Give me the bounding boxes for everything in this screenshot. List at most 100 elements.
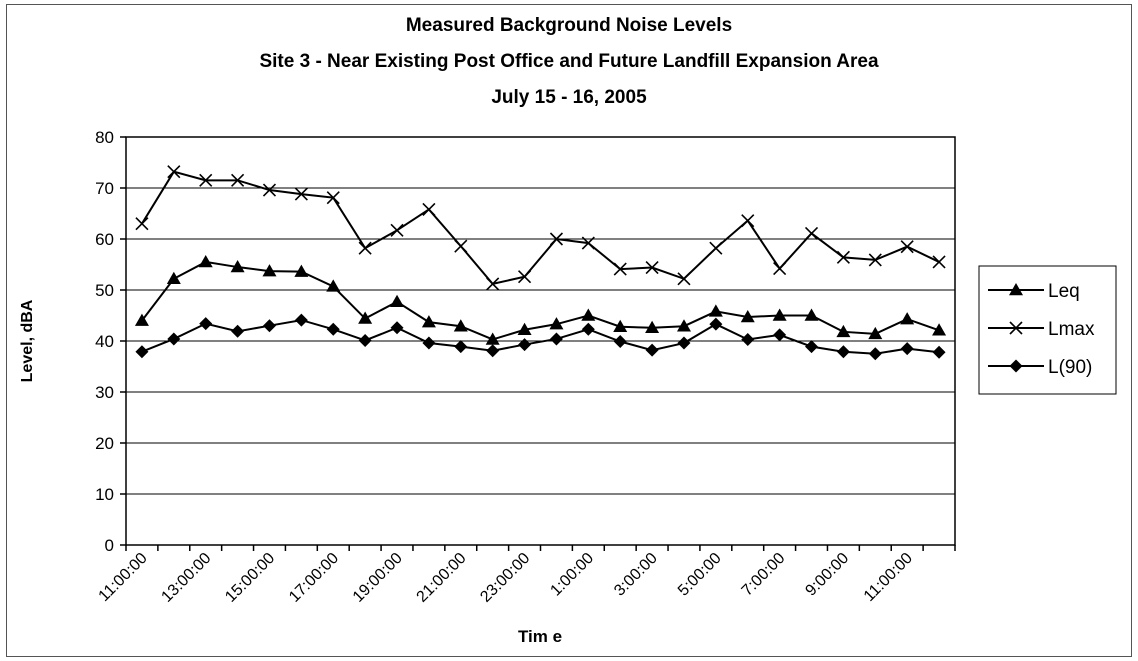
lmax-point-stroke — [454, 239, 468, 253]
l90-point — [932, 345, 946, 359]
lmax-point — [422, 202, 436, 216]
lmax-point-stroke — [773, 262, 787, 276]
x-tick-label: 11:00:00 — [96, 550, 151, 605]
x-tick-label: 15:00:00 — [222, 550, 278, 606]
leq-point — [453, 319, 468, 332]
leq-point — [294, 264, 309, 277]
lmax-point-stroke — [486, 277, 500, 291]
x-tick-label: 17:00:00 — [286, 550, 342, 606]
l90-point — [773, 328, 787, 342]
l90-point — [645, 343, 659, 357]
lmax-point — [773, 262, 787, 276]
lmax-point-stroke — [868, 253, 882, 267]
lmax-point-stroke — [390, 223, 404, 237]
leq-point — [581, 308, 596, 321]
lmax-point — [645, 260, 659, 275]
lmax-point — [326, 191, 340, 205]
lmax-point — [199, 173, 213, 187]
l90-point — [1009, 359, 1023, 373]
leq-point — [868, 326, 883, 340]
l90-point — [613, 335, 627, 349]
l90-point — [836, 345, 850, 359]
lmax-point-stroke — [645, 260, 659, 275]
leq-point — [676, 319, 691, 332]
leq-point — [1009, 283, 1023, 296]
leq-point — [166, 271, 181, 285]
lmax-point — [709, 241, 723, 255]
x-axis-label: Tim e — [518, 627, 562, 646]
y-tick-label: 20 — [95, 434, 114, 453]
leq-point — [485, 332, 500, 345]
lmax-point-stroke — [199, 173, 213, 187]
lmax-point-stroke — [1009, 321, 1023, 335]
y-tick-label: 60 — [95, 230, 114, 249]
x-tick-label: 23:00:00 — [477, 550, 533, 606]
leq-point — [134, 313, 149, 326]
leq-point — [549, 317, 564, 330]
lmax-point-stroke — [326, 191, 340, 205]
l90-point — [454, 340, 468, 354]
legend: Leq Lmax L(90) — [978, 265, 1117, 395]
l90-point — [326, 322, 340, 336]
l90-point — [390, 321, 404, 335]
y-tick-label: 80 — [95, 128, 114, 147]
leq-point — [740, 310, 755, 323]
l90-point — [199, 317, 213, 331]
lmax-point-stroke — [741, 214, 755, 228]
x-tick-label: 9:00:00 — [802, 550, 852, 600]
lmax-point-stroke — [900, 240, 914, 254]
leq-point — [900, 312, 915, 325]
lmax-point-stroke — [836, 250, 850, 264]
l90-point — [581, 322, 595, 336]
legend-label: L(90) — [1048, 357, 1092, 378]
l90-point — [135, 345, 149, 359]
y-tick-label: 30 — [95, 383, 114, 402]
lmax-point — [135, 217, 149, 231]
x-tick-label: 7:00:00 — [739, 550, 789, 600]
l90-point — [486, 344, 500, 358]
leq-point — [932, 323, 947, 336]
y-tick-label: 0 — [105, 536, 114, 555]
leq-point — [613, 319, 628, 332]
lmax-point-stroke — [932, 255, 946, 269]
lmax-point — [868, 253, 882, 267]
lmax-point — [613, 262, 627, 276]
leq-point — [230, 260, 245, 273]
lmax-point — [358, 241, 372, 255]
l90-point — [677, 336, 691, 350]
lmax-point-stroke — [358, 241, 372, 255]
l90-point — [167, 332, 181, 346]
l90-point — [262, 319, 276, 333]
l90-point — [422, 336, 436, 350]
series-line-leq — [141, 260, 940, 341]
lmax-point-stroke — [677, 272, 691, 286]
lmax-point — [741, 214, 755, 228]
lmax-point — [932, 255, 946, 269]
lmax-point — [1009, 321, 1023, 335]
leq-point — [421, 315, 436, 328]
leq-point — [358, 311, 373, 324]
lmax-point-stroke — [294, 187, 308, 201]
y-tick-label: 40 — [95, 332, 114, 351]
legend-label: Leq — [1048, 281, 1080, 302]
leq-point — [772, 308, 787, 321]
lmax-point — [549, 232, 564, 246]
l90-point — [358, 333, 372, 347]
legend-box — [978, 265, 1117, 395]
leq-point — [836, 324, 851, 338]
l90-point — [709, 317, 723, 331]
lmax-point — [262, 183, 277, 197]
chart-title: Measured Background Noise Levels — [406, 15, 732, 36]
leq-point — [198, 254, 213, 268]
lmax-point — [900, 240, 914, 254]
series-leq — [134, 254, 947, 345]
l90-point — [741, 332, 755, 346]
lmax-point-stroke — [517, 270, 532, 284]
lmax-point — [454, 239, 468, 253]
l90-point — [231, 324, 245, 338]
lmax-point — [581, 236, 595, 250]
x-tick-label: 11:00:00 — [861, 550, 916, 605]
x-tick-label: 1:00:00 — [547, 550, 597, 600]
lmax-point-stroke — [167, 165, 181, 179]
l90-point — [900, 342, 914, 356]
